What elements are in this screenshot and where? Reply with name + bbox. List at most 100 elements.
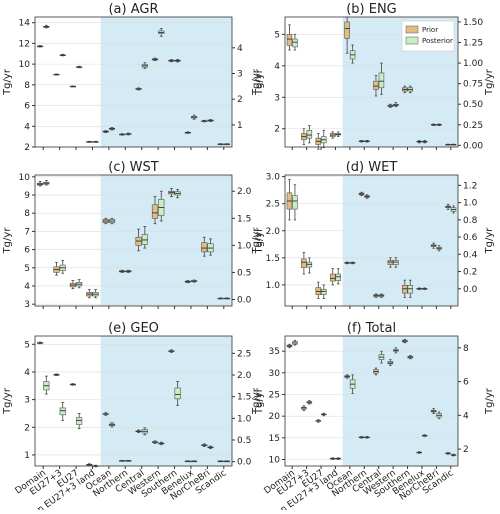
shaded-region (342, 336, 458, 466)
y-tick-label: 20 (269, 412, 281, 422)
y2-tick-label: 0.00 (463, 141, 483, 151)
box (201, 242, 208, 253)
y-tick-label: 14 (19, 19, 31, 29)
y-tick-label: 7 (24, 227, 30, 237)
y2-tick-label: 0.8 (463, 216, 478, 226)
y2-tick-label: 4 (237, 44, 243, 54)
panel-title: (e) GEO (108, 321, 159, 336)
shaded-region (100, 175, 233, 306)
plot-frame (34, 335, 233, 467)
y-tick-label: 3 (274, 93, 280, 103)
y2-tick-label: 1.5 (237, 214, 251, 224)
y-tick-label: 2.5 (266, 200, 280, 210)
panel-title: (b) ENG (346, 2, 397, 17)
box (174, 387, 181, 400)
y2-tick-label: 2.0 (237, 187, 252, 197)
shaded-region (100, 336, 233, 466)
y2-axis-label: Tg/yr (254, 227, 265, 255)
plot-frame (34, 16, 233, 148)
box (344, 21, 350, 39)
y-tick-label: 1 (24, 451, 30, 461)
y-tick-label: 12 (19, 39, 30, 49)
y2-tick-label: 2 (463, 445, 469, 455)
y-tick-label: 10 (19, 173, 31, 183)
y-tick-label: 4 (274, 62, 280, 72)
y2-tick-label: 0.25 (463, 121, 483, 131)
legend-swatch (405, 36, 419, 45)
y2-tick-label: 0.5 (237, 268, 251, 278)
plot-frame (284, 335, 459, 467)
y-axis-label: Tg/yr (251, 227, 262, 255)
y-tick-label: 5 (274, 30, 280, 40)
y2-tick-label: 8 (463, 344, 469, 354)
panel-title: (a) AGR (108, 2, 158, 17)
y-axis-label: Tg/yr (2, 387, 13, 415)
y2-tick-label: 1 (237, 121, 243, 131)
box (292, 195, 298, 210)
y-tick-label: 6 (24, 246, 30, 256)
y2-axis-label: Tg/yr (484, 387, 495, 415)
y2-tick-label: 1.0 (237, 241, 252, 251)
y2-tick-label: 0.0 (463, 285, 478, 295)
y-tick-label: 1.5 (266, 254, 280, 264)
panel-title: (c) WST (108, 160, 159, 175)
box (286, 34, 293, 46)
y-tick-label: 5 (24, 340, 30, 350)
y2-tick-label: 1.0 (463, 199, 478, 209)
y2-axis-label: Tg/yr (484, 227, 495, 255)
y2-tick-label: 2.5 (237, 349, 251, 359)
y2-tick-label: 1.00 (463, 59, 483, 69)
y2-tick-label: 0.4 (463, 250, 478, 260)
y2-tick-label: 0.2 (463, 268, 477, 278)
box (321, 288, 327, 295)
box (59, 407, 66, 416)
box (329, 273, 336, 282)
box (306, 130, 313, 139)
y2-tick-label: 0.6 (463, 233, 478, 243)
plot-frame (34, 174, 233, 307)
y-tick-label: 35 (269, 347, 280, 357)
y2-axis-label: Tg/yr (254, 68, 265, 96)
y-tick-label: 8 (24, 81, 30, 91)
y2-tick-label: 6 (463, 378, 469, 388)
y2-tick-label: 2.0 (237, 371, 252, 381)
plot-frame (284, 16, 459, 148)
y2-tick-label: 0.50 (463, 100, 483, 110)
y-tick-label: 4 (24, 122, 30, 132)
y2-tick-label: 0.0 (237, 296, 252, 306)
y-tick-label: 8 (24, 209, 30, 219)
y-tick-label: 9 (24, 191, 30, 201)
y-tick-label: 5 (24, 264, 30, 274)
shaded-region (100, 17, 233, 147)
shaded-region (342, 175, 458, 306)
y-tick-label: 3 (24, 396, 30, 406)
panel-title: (f) Total (347, 321, 396, 336)
y-axis-label: Tg/yr (251, 387, 262, 415)
y-tick-label: 15 (269, 434, 280, 444)
y2-tick-label: 2 (237, 95, 243, 105)
y-axis-label: Tg/yr (251, 68, 262, 96)
y-tick-label: 4 (24, 282, 30, 292)
y-tick-label: 25 (269, 391, 280, 401)
y2-tick-label: 3 (237, 70, 243, 80)
box (292, 38, 298, 48)
legend-label: Prior (422, 26, 438, 34)
y2-tick-label: 0.75 (463, 80, 483, 90)
y-tick-label: 2 (274, 125, 280, 135)
y2-tick-label: 1.5 (237, 393, 251, 403)
y-tick-label: 3.0 (266, 173, 281, 183)
y-tick-label: 30 (269, 369, 281, 379)
y2-tick-label: 0.0 (237, 458, 252, 468)
box (373, 80, 379, 90)
y-tick-label: 2 (24, 423, 30, 433)
y2-tick-label: 1.25 (463, 39, 483, 49)
legend-swatch (405, 25, 419, 34)
y2-axis-label: Tg/yr (254, 387, 265, 415)
panel-title: (d) WET (346, 160, 398, 175)
y-tick-label: 10 (269, 456, 281, 466)
y-tick-label: 1.0 (266, 281, 281, 291)
y2-tick-label: 1.2 (463, 181, 477, 191)
y-axis-label: Tg/yr (2, 227, 13, 255)
y-tick-label: 10 (19, 60, 31, 70)
